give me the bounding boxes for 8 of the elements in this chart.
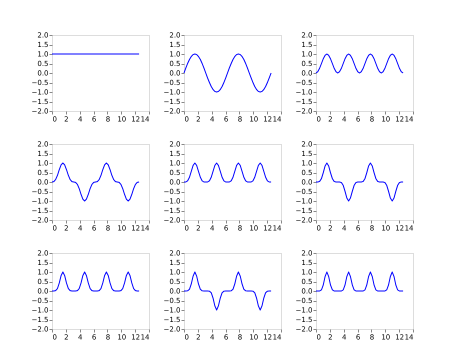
line-series — [184, 54, 272, 92]
line-series — [52, 162, 140, 202]
line-series — [184, 162, 272, 182]
line-series — [316, 272, 404, 292]
line-series — [316, 162, 404, 202]
line-series — [52, 272, 140, 292]
line-series — [184, 272, 272, 310]
line-series — [316, 54, 404, 74]
